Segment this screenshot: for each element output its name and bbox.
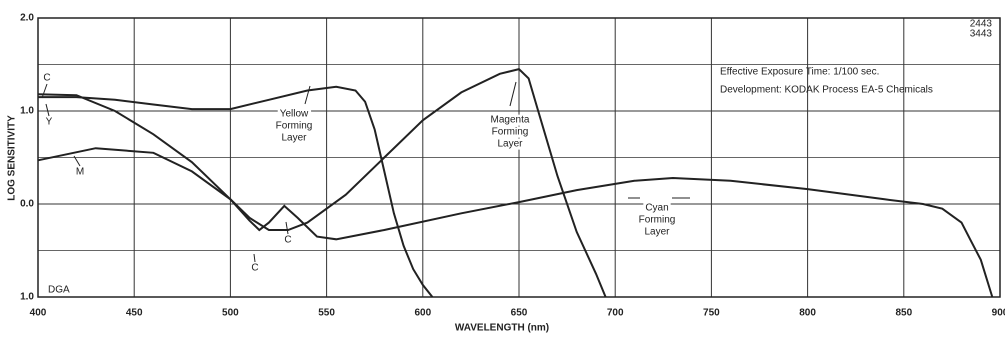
label-background xyxy=(643,202,671,214)
series-line xyxy=(37,67,607,298)
annotation: Development: KODAK Process EA-5 Chemical… xyxy=(720,85,933,96)
leader-line xyxy=(285,221,289,235)
annotation: DGA xyxy=(48,285,70,296)
annotation: Magenta xyxy=(491,115,530,126)
label-background xyxy=(279,132,310,144)
label-background xyxy=(636,214,678,226)
annotation: 2443 xyxy=(970,19,993,30)
series-line xyxy=(38,85,434,298)
label-background xyxy=(489,126,531,138)
annotation: Yellow xyxy=(280,109,309,120)
y-axis-label: LOG SENSITIVITY xyxy=(7,115,18,201)
label-background xyxy=(642,226,673,238)
annotation: Layer xyxy=(644,227,670,238)
annotation: Effective Exposure Time: 1/100 sec. xyxy=(720,67,879,78)
leader-line xyxy=(73,155,81,167)
annotation: C xyxy=(251,263,258,274)
annotation: C xyxy=(284,235,291,246)
label-background xyxy=(277,108,312,120)
x-tick-label: 650 xyxy=(511,308,528,319)
annotation: Forming xyxy=(639,215,676,226)
y-tick-label: 1.0 xyxy=(20,292,34,303)
leader-line xyxy=(253,253,256,263)
leader-line xyxy=(41,83,48,99)
annotation: M xyxy=(76,167,84,178)
annotation: Forming xyxy=(276,121,313,132)
x-tick-label: 400 xyxy=(30,308,47,319)
label-background xyxy=(273,120,315,132)
x-axis-label: WAVELENGTH (nm) xyxy=(455,323,549,334)
annotation: Layer xyxy=(281,133,307,144)
leader-line xyxy=(509,81,517,107)
x-tick-label: 600 xyxy=(414,308,431,319)
y-tick-label: 1.0 xyxy=(20,106,34,117)
annotation: Forming xyxy=(492,127,529,138)
x-tick-label: 450 xyxy=(126,308,143,319)
annotation: C xyxy=(43,73,50,84)
x-tick-label: 800 xyxy=(799,308,816,319)
y-tick-label: 2.0 xyxy=(20,13,34,24)
x-tick-label: 500 xyxy=(222,308,239,319)
annotation: Y xyxy=(46,117,53,128)
series-line xyxy=(37,93,994,298)
annotation: 3443 xyxy=(970,29,993,40)
x-tick-label: 900 xyxy=(992,308,1005,319)
x-tick-label: 700 xyxy=(607,308,624,319)
annotation: Layer xyxy=(497,139,523,150)
annotation: Cyan xyxy=(645,203,668,214)
y-tick-label: 0.0 xyxy=(20,199,34,210)
leader-line xyxy=(45,103,50,117)
leader-line xyxy=(304,85,311,105)
plot-frame xyxy=(37,17,1001,298)
label-background xyxy=(495,138,526,150)
label-background xyxy=(488,114,532,126)
x-tick-label: 550 xyxy=(318,308,335,319)
x-tick-label: 750 xyxy=(703,308,720,319)
x-tick-label: 850 xyxy=(895,308,912,319)
